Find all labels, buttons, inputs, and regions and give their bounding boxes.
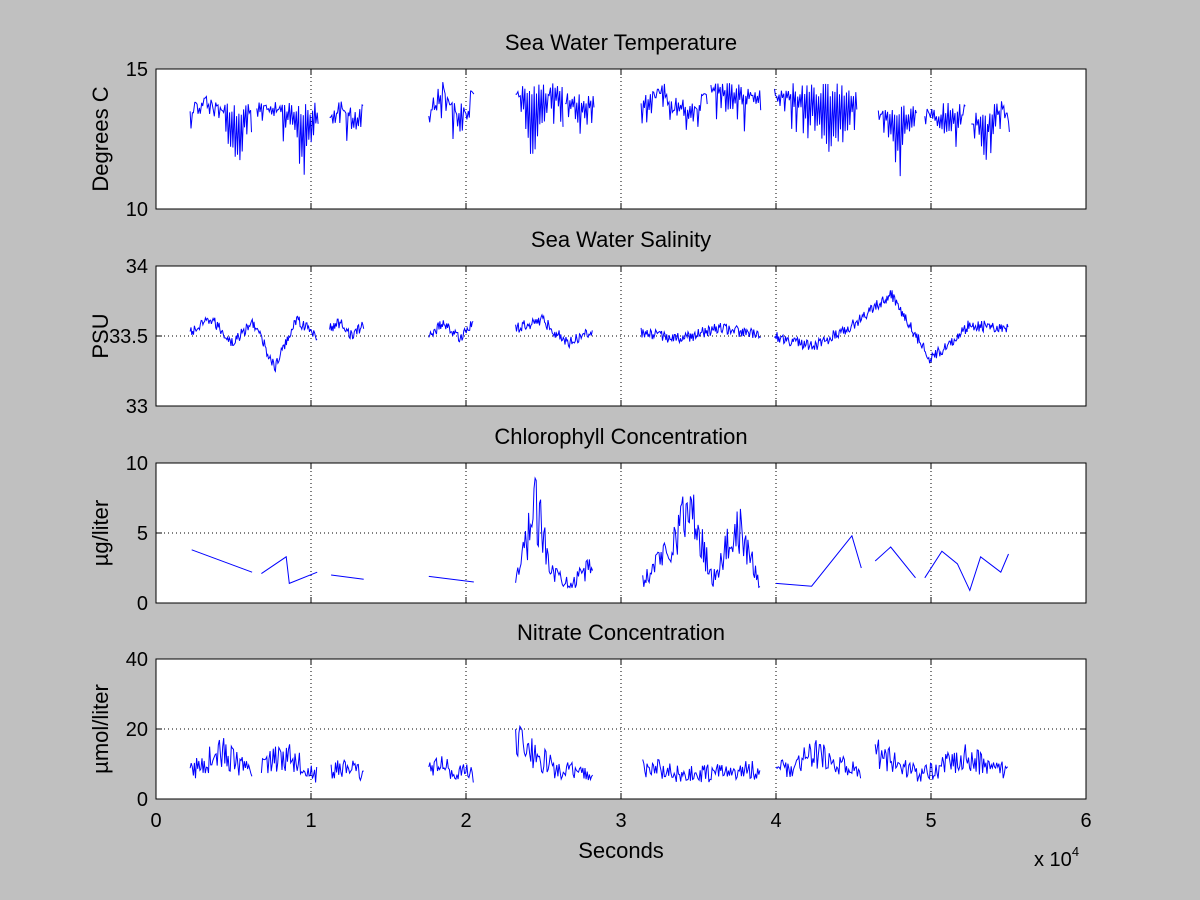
series-line [640, 322, 761, 345]
y-tick-label: 33 [126, 396, 148, 418]
x-tick-label: 2 [460, 810, 471, 832]
series-line [774, 83, 858, 152]
series-line [256, 102, 319, 175]
series-line [874, 739, 1008, 782]
data-lines [189, 290, 1009, 373]
series-line [710, 83, 762, 132]
series-line [428, 756, 474, 783]
y-tick-label: 40 [126, 649, 148, 671]
series-line [874, 546, 916, 579]
x-tick-label: 4 [770, 810, 781, 832]
panel-chlorophyll: Chlorophyll Concentration µg/liter 10 5 … [88, 424, 1087, 615]
grid-lines [156, 266, 1086, 406]
series-line [189, 95, 252, 161]
tick-marks [155, 462, 1087, 604]
y-tick-label: 0 [137, 593, 148, 615]
x-tick-label: 6 [1080, 810, 1091, 832]
y-tick-label: 33.5 [109, 326, 148, 348]
x-tick-label: 5 [925, 810, 936, 832]
series-line [924, 550, 1009, 592]
series-line [329, 318, 365, 340]
chart-title: Chlorophyll Concentration [494, 424, 747, 449]
x-tick-label: 3 [615, 810, 626, 832]
x-multiplier-base: x 10 [1034, 849, 1072, 871]
series-line [924, 102, 966, 147]
series-line [331, 574, 364, 580]
y-tick-label: 10 [126, 199, 148, 221]
series-line [329, 101, 364, 141]
series-line [330, 758, 364, 782]
y-tick-label: 0 [137, 789, 148, 811]
series-line [640, 83, 708, 130]
data-lines [191, 476, 1009, 592]
series-line [642, 758, 761, 783]
series-line [189, 315, 318, 373]
y-tick-label: 10 [126, 453, 148, 475]
series-line [261, 555, 318, 585]
data-lines [189, 82, 1010, 177]
y-axis-label: PSU [88, 313, 113, 358]
series-line [189, 738, 253, 779]
series-line [191, 549, 253, 573]
y-tick-label: 15 [126, 59, 148, 81]
series-line [775, 534, 862, 587]
series-line [774, 290, 1009, 364]
y-tick-label: 5 [137, 523, 148, 545]
series-line [428, 82, 475, 140]
tick-marks [155, 265, 1087, 407]
series-line [515, 724, 594, 782]
chart-title: Sea Water Salinity [531, 227, 711, 252]
grid-lines [310, 69, 932, 209]
y-tick-label: 20 [126, 719, 148, 741]
series-line [515, 313, 593, 350]
x-tick-label: 0 [150, 810, 161, 832]
tick-marks [155, 68, 1087, 210]
tick-marks [155, 658, 1087, 800]
y-axis-label: µg/liter [88, 500, 113, 566]
series-line [642, 494, 761, 589]
y-axis-label: µmol/liter [88, 684, 113, 774]
y-tick-label: 34 [126, 256, 148, 278]
chart-title: Nitrate Concentration [517, 620, 725, 645]
series-line [877, 105, 917, 177]
series-line [260, 744, 318, 783]
series-line [971, 101, 1010, 160]
series-line [565, 93, 595, 134]
panel-salinity: Sea Water Salinity PSU 34 33.5 33 [88, 227, 1087, 418]
series-line [775, 740, 862, 779]
y-axis-label: Degrees C [88, 86, 113, 191]
series-line [428, 320, 474, 343]
grid-lines [156, 463, 1086, 603]
grid-lines [156, 659, 1086, 799]
data-lines [189, 724, 1008, 783]
series-line [515, 476, 594, 589]
x-tick-label: 1 [305, 810, 316, 832]
x-multiplier-exponent: 4 [1072, 844, 1079, 859]
panel-nitrate: Nitrate Concentration µmol/liter 40 20 0… [88, 620, 1092, 871]
x-axis-multiplier: x 104 [1034, 844, 1079, 871]
series-line [515, 83, 564, 154]
chart-title: Sea Water Temperature [505, 30, 737, 55]
panel-temperature: Sea Water Temperature Degrees C 15 10 [88, 30, 1087, 221]
series-line [428, 575, 474, 583]
x-axis-label: Seconds [578, 838, 664, 863]
